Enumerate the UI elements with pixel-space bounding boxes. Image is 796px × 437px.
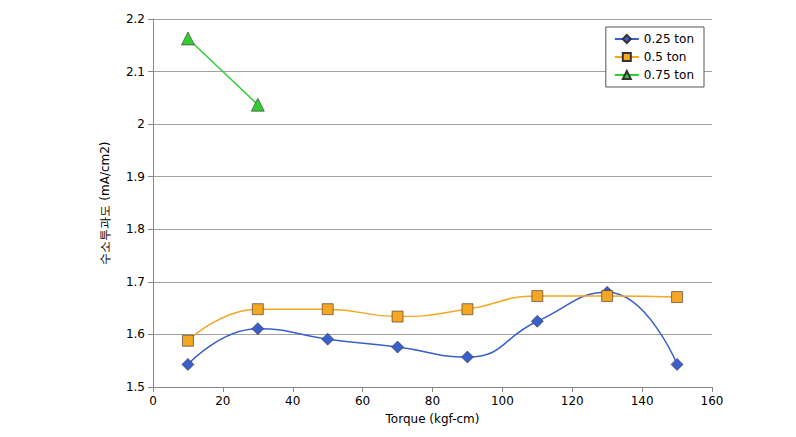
svg-text:60: 60 <box>355 394 370 408</box>
svg-text:1.6: 1.6 <box>126 327 145 341</box>
svg-text:2.2: 2.2 <box>126 12 145 26</box>
svg-text:1.5: 1.5 <box>126 380 145 394</box>
svg-text:100: 100 <box>491 394 514 408</box>
svg-text:80: 80 <box>425 394 440 408</box>
svg-text:2.1: 2.1 <box>126 65 145 79</box>
svg-text:20: 20 <box>215 394 230 408</box>
svg-text:1.8: 1.8 <box>126 222 145 236</box>
svg-text:140: 140 <box>631 394 654 408</box>
svg-text:1.9: 1.9 <box>126 170 145 184</box>
svg-text:1.7: 1.7 <box>126 275 145 289</box>
svg-text:수소투과도 (mA/cm2): 수소투과도 (mA/cm2) <box>98 141 112 264</box>
svg-text:40: 40 <box>285 394 300 408</box>
svg-text:120: 120 <box>561 394 584 408</box>
svg-text:0: 0 <box>149 394 157 408</box>
svg-text:0.75 ton: 0.75 ton <box>644 68 694 82</box>
svg-text:160: 160 <box>701 394 724 408</box>
svg-text:Torque (kgf-cm): Torque (kgf-cm) <box>385 412 480 426</box>
svg-text:2: 2 <box>137 117 145 131</box>
svg-text:0.25 ton: 0.25 ton <box>644 32 694 46</box>
svg-text:0.5 ton: 0.5 ton <box>644 50 687 64</box>
